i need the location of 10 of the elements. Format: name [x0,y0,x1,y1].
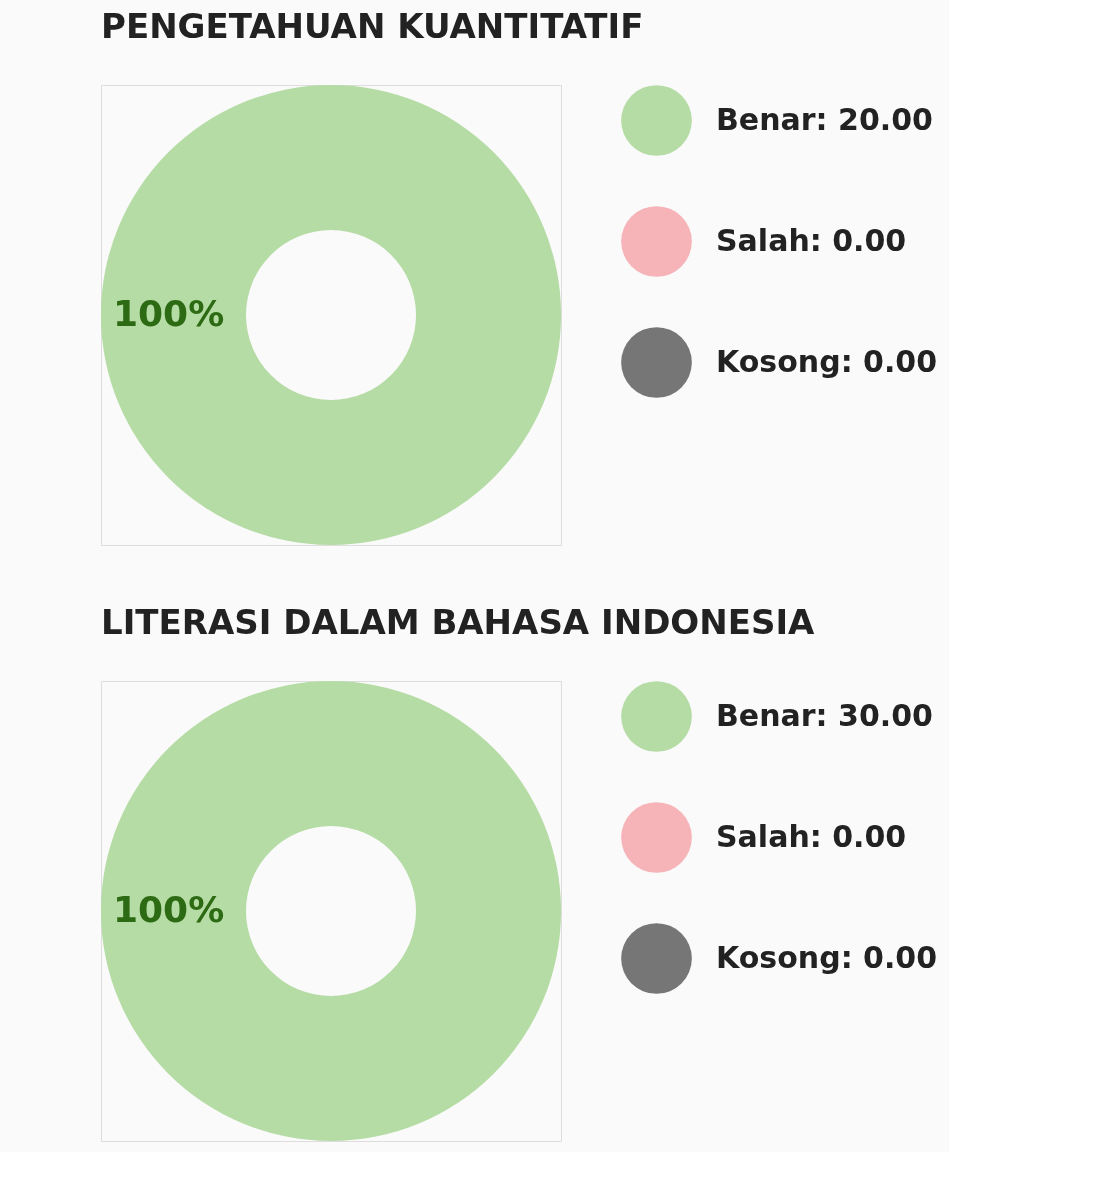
legend-label: Kosong: 0.00 [716,939,938,975]
chart-title: LITERASI DALAM BAHASA INDONESIA [101,602,816,642]
legend-label: Salah: 0.00 [716,222,907,258]
legend-label: Salah: 0.00 [716,818,907,854]
legend-label: Benar: 20.00 [716,101,933,137]
text: 100% [113,293,225,334]
slice-label: Benar: 30.00 [716,697,933,733]
chart-title: PENGETAHUAN KUANTITATIF [101,6,644,46]
legend-label: Kosong: 0.00 [716,343,938,379]
text: 100% [113,889,225,930]
